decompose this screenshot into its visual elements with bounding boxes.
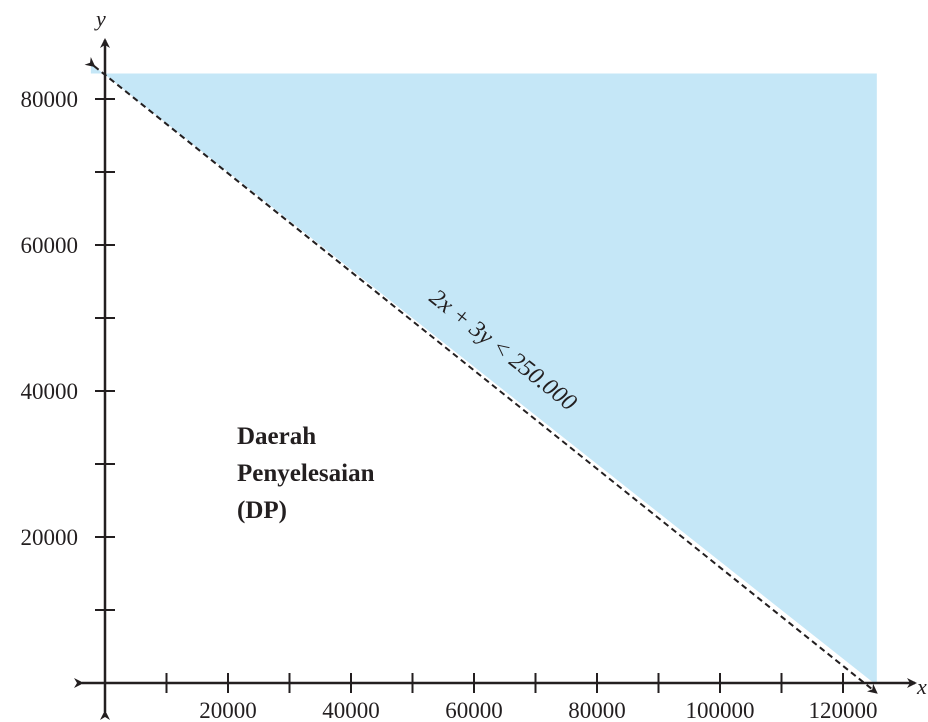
- y-axis-label: y: [94, 6, 106, 31]
- region-label-line-1: Daerah: [237, 423, 316, 450]
- region-label-line-2: Penyelesaian: [237, 460, 375, 487]
- x-tick-label: 100000: [686, 698, 755, 722]
- x-tick-label: 40000: [322, 698, 380, 722]
- region-label-line-3: (DP): [237, 497, 287, 524]
- x-tick-label: 120000: [809, 698, 878, 722]
- y-axis-tick-labels: 20000 40000 60000 80000: [21, 87, 79, 550]
- x-tick-label: 80000: [568, 698, 626, 722]
- boundary-line: [84, 57, 878, 694]
- y-tick-label: 40000: [21, 379, 79, 404]
- x-tick-label: 60000: [445, 698, 503, 722]
- x-axis-label: x: [916, 674, 927, 699]
- x-axis-tick-labels: 20000 40000 60000 80000 100000 120000: [199, 698, 877, 722]
- x-tick-label: 20000: [199, 698, 257, 722]
- y-tick-label: 20000: [21, 525, 79, 550]
- infeasible-shaded-region: [90, 63, 877, 683]
- y-tick-label: 80000: [21, 87, 79, 112]
- y-tick-label: 60000: [21, 233, 79, 258]
